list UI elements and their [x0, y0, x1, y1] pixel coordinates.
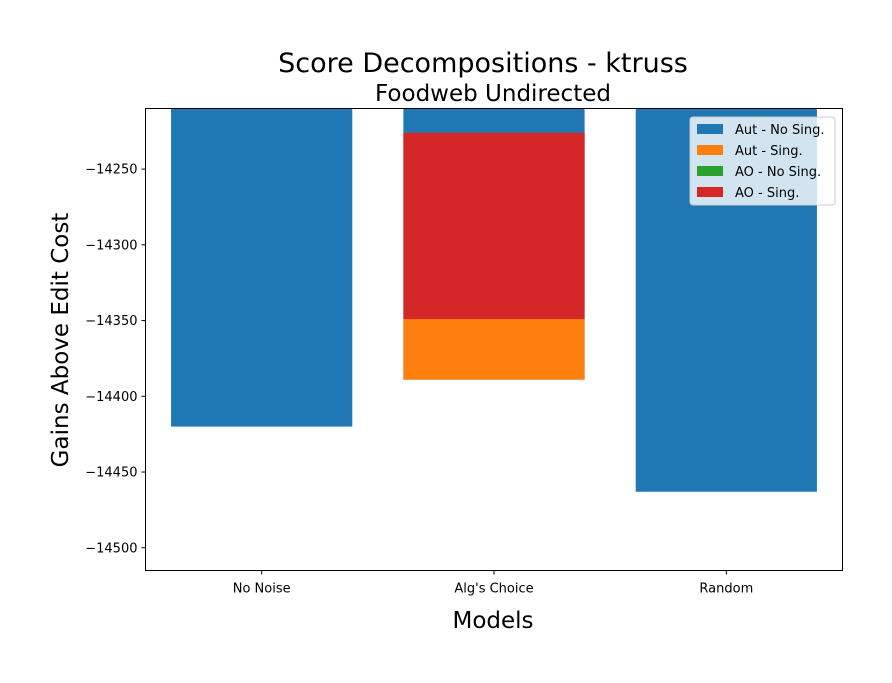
plot-area-frame	[145, 108, 843, 571]
bars-layer	[171, 108, 817, 492]
y-tick-label: −14250	[85, 163, 137, 178]
legend-label: AO - No Sing.	[735, 165, 821, 180]
y-tick-label: −14300	[85, 238, 137, 253]
legend-swatch	[697, 166, 723, 176]
x-tick-label: Random	[699, 582, 753, 597]
bar-series-0-category-0	[171, 108, 353, 427]
legend: Aut - No Sing. Aut - Sing. AO - No Sing. AO…	[689, 116, 836, 206]
legend-frame	[689, 116, 836, 206]
legend-label: Aut - Sing.	[735, 144, 803, 159]
y-axis-label: Gains Above Edit Cost	[48, 213, 74, 468]
y-tick-label: −14400	[85, 390, 137, 405]
x-tick-label: No Noise	[233, 582, 291, 597]
legend-swatch	[697, 124, 723, 134]
bar-series-1-category-1	[403, 319, 585, 380]
bar-series-3-category-1	[403, 132, 585, 320]
x-axis-label: Models	[452, 608, 533, 634]
legend-label: AO - Sing.	[735, 186, 799, 201]
chart-subtitle: Foodweb Undirected	[375, 81, 611, 107]
legend-swatch	[697, 145, 723, 155]
y-tick-label: −14450	[85, 466, 137, 481]
y-tick-label: −14350	[85, 314, 137, 329]
x-tick-label: Alg's Choice	[454, 582, 533, 597]
legend-label: Aut - No Sing.	[735, 123, 824, 138]
ticks-layer: −14250 −14300 −14350 −14400 −14450 −14500 No N…	[85, 163, 753, 597]
chart-title: Score Decompositions - ktruss	[278, 48, 688, 79]
legend-swatch	[697, 187, 723, 197]
y-tick-label: −14500	[85, 541, 137, 556]
